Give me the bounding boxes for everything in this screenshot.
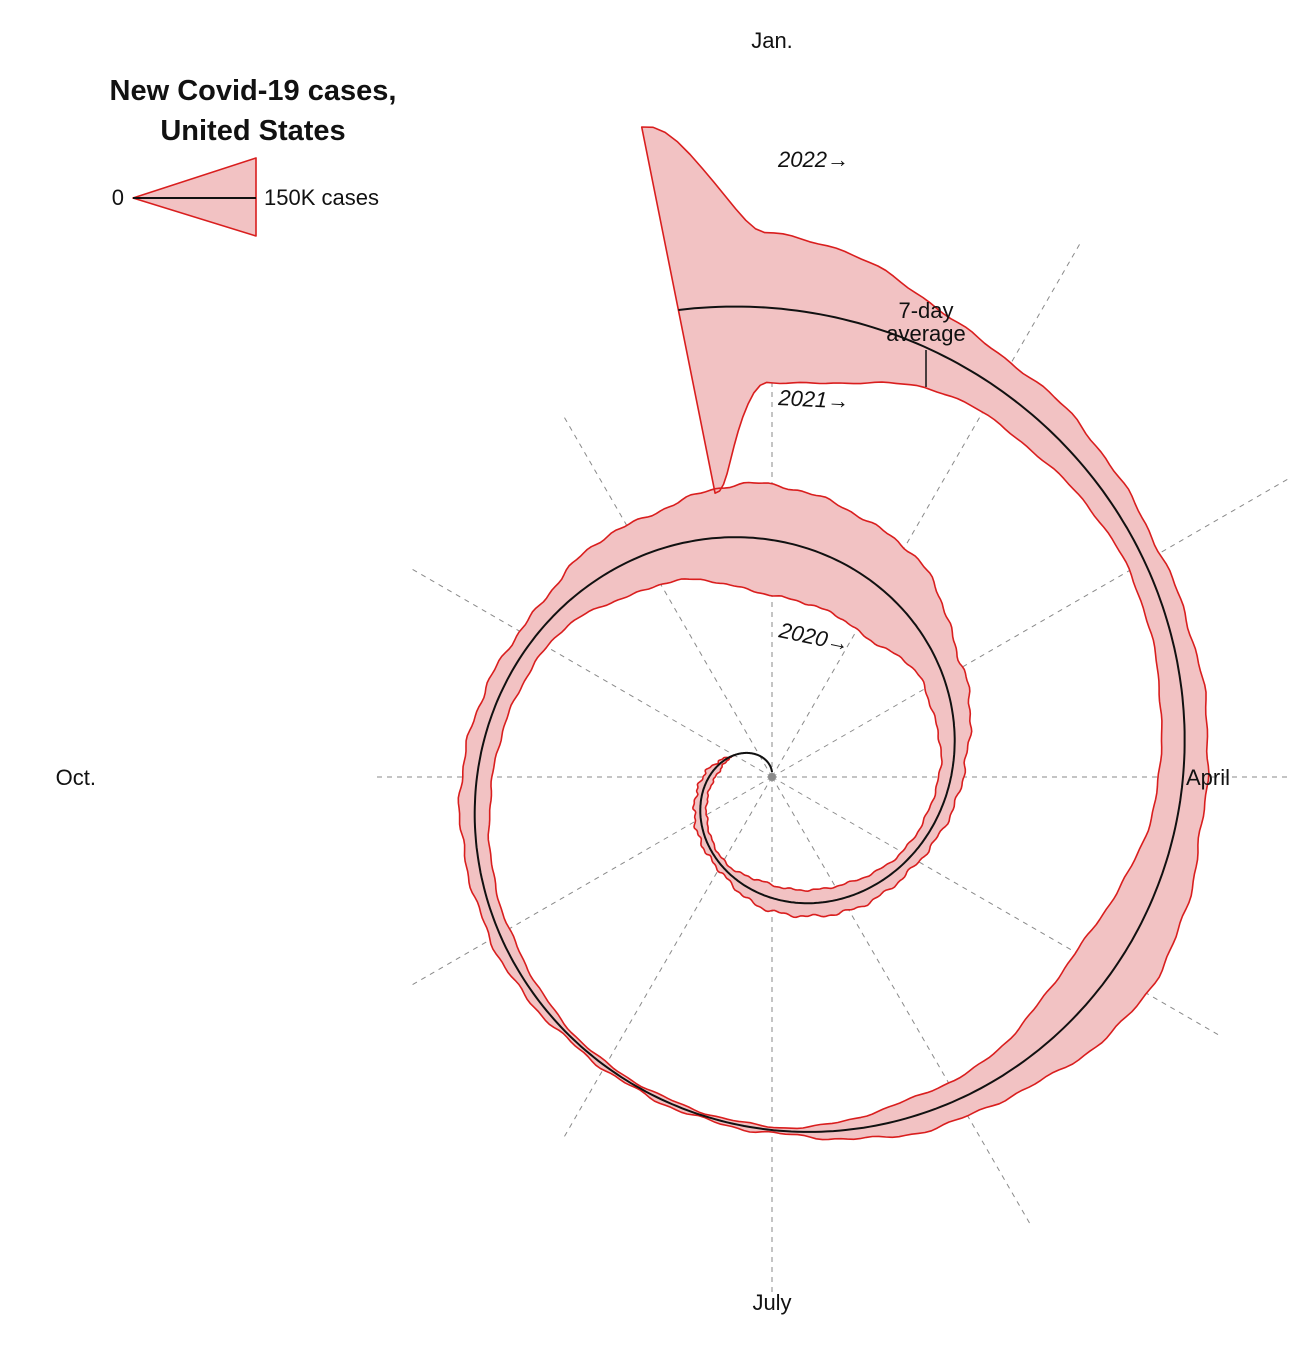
- year-label-2020: 2020→: [776, 617, 852, 656]
- case-band: [457, 126, 1210, 1141]
- month-spoke: [771, 477, 1290, 778]
- spiral-center-mark: [768, 773, 776, 781]
- month-label-oct: Oct.: [56, 765, 96, 790]
- month-spoke: [561, 776, 773, 1141]
- month-spoke: [771, 776, 1033, 1228]
- average-annotation-line2: average: [886, 321, 966, 346]
- chart-title-line2: United States: [160, 115, 345, 147]
- month-spoke: [771, 776, 1223, 1038]
- legend: 0 150K cases: [112, 157, 379, 237]
- average-annotation: 7-day average: [886, 298, 966, 387]
- case-band-area: [457, 126, 1210, 1141]
- year-label-2021: 2021→: [777, 385, 850, 414]
- average-spiral-line: [473, 305, 1186, 1133]
- chart-title-line1: New Covid-19 cases,: [110, 75, 397, 107]
- legend-max-label: 150K cases: [264, 185, 379, 210]
- average-annotation-line1: 7-day: [898, 298, 953, 323]
- year-label-2022: 2022→: [777, 147, 849, 172]
- month-label-april: April: [1186, 765, 1230, 790]
- month-label-jan: Jan.: [751, 28, 793, 53]
- legend-zero-label: 0: [112, 185, 124, 210]
- month-label-july: July: [752, 1290, 791, 1315]
- month-spoke: [771, 239, 1083, 778]
- average-line: [473, 305, 1186, 1133]
